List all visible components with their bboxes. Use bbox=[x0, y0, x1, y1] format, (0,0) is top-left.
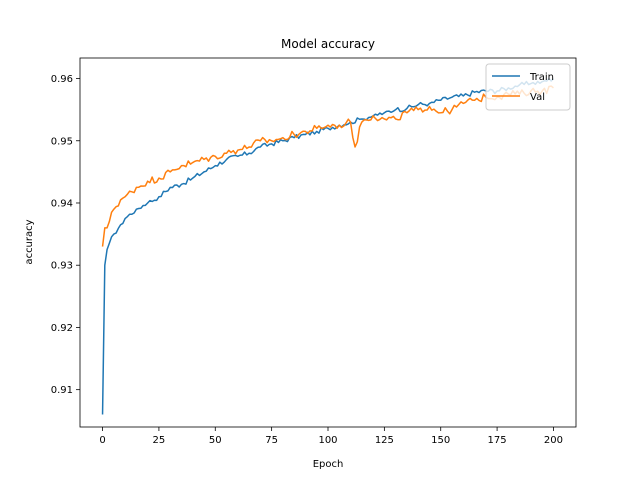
legend-label-train: Train bbox=[529, 72, 554, 83]
x-tick-label: 100 bbox=[318, 435, 337, 446]
y-tick-label: 0.94 bbox=[51, 198, 73, 209]
x-tick-label: 150 bbox=[431, 435, 450, 446]
series-line-val bbox=[101, 85, 554, 247]
plot-area bbox=[80, 58, 576, 427]
legend: Train Val bbox=[485, 63, 571, 111]
y-axis-ticks: 0.91 0.92 0.93 0.94 0.95 0.96 bbox=[51, 74, 80, 396]
x-axis-label: Epoch bbox=[313, 459, 344, 470]
x-tick-label: 200 bbox=[544, 435, 563, 446]
y-axis-label: accuracy bbox=[24, 219, 35, 264]
series-layer bbox=[101, 77, 555, 415]
x-tick-label: 50 bbox=[209, 435, 222, 446]
x-tick-label: 175 bbox=[488, 435, 507, 446]
y-tick-label: 0.96 bbox=[51, 74, 73, 85]
y-tick-label: 0.93 bbox=[51, 261, 73, 272]
legend-label-val: Val bbox=[530, 92, 545, 103]
legend-box bbox=[485, 63, 571, 111]
y-tick-label: 0.92 bbox=[51, 323, 73, 334]
x-tick-label: 0 bbox=[99, 435, 105, 446]
x-axis-ticks: 0 25 50 75 100 125 150 175 200 bbox=[99, 427, 563, 446]
x-tick-label: 25 bbox=[153, 435, 166, 446]
series-line-train bbox=[101, 77, 555, 415]
x-tick-label: 125 bbox=[375, 435, 394, 446]
y-tick-label: 0.95 bbox=[51, 136, 73, 147]
y-tick-label: 0.91 bbox=[51, 385, 73, 396]
chart-title: Model accuracy bbox=[281, 37, 375, 51]
x-tick-label: 75 bbox=[265, 435, 278, 446]
